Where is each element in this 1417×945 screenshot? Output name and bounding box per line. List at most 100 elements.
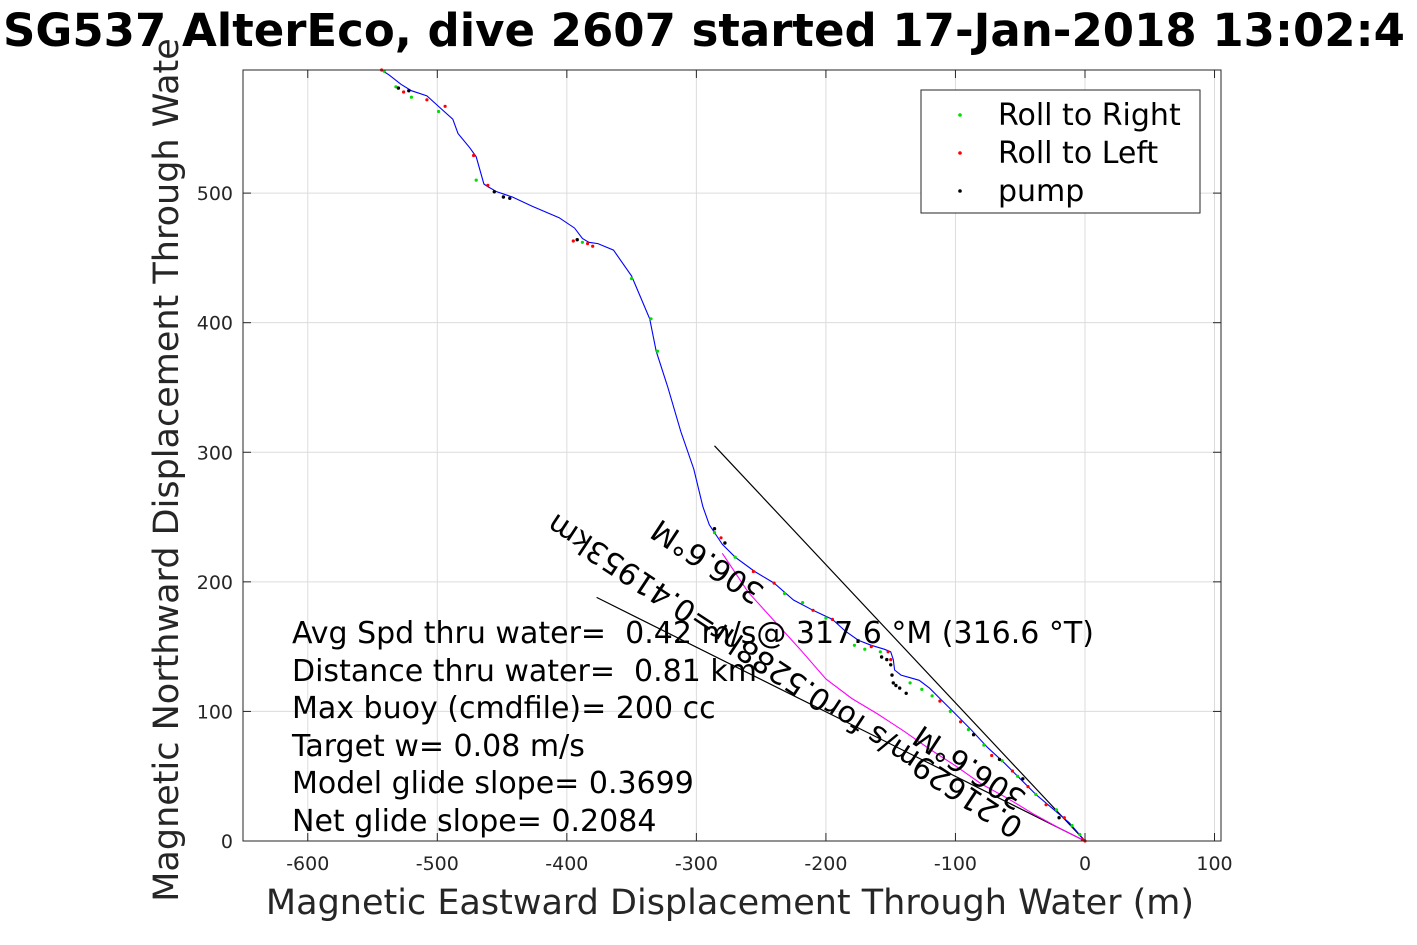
cone-layer: [596, 445, 1086, 842]
chart-title: SG537 AlterEco, dive 2607 started 17-Jan…: [3, 4, 1405, 57]
marker-roll-right: [966, 728, 971, 732]
marker-pump: [712, 527, 717, 531]
marker-pump: [723, 541, 727, 545]
marker-roll-left: [889, 658, 893, 662]
y-tick-label: 100: [197, 701, 233, 723]
x-tick-label: -200: [804, 853, 847, 875]
marker-pump: [997, 757, 1002, 762]
marker-roll-left: [586, 242, 590, 246]
marker-roll-right: [580, 240, 585, 244]
stats-block: Avg Spd thru water= 0.42 m/s@ 317.6 °M (…: [291, 616, 1094, 839]
marker-roll-right: [1016, 774, 1020, 778]
stat-model-glide-slope: Model glide slope= 0.3699: [292, 766, 694, 801]
marker-roll-left: [830, 617, 835, 622]
marker-roll-right: [394, 85, 398, 89]
marker-roll-left: [886, 650, 890, 654]
marker-roll-right: [733, 555, 737, 559]
marker-roll-left: [443, 104, 447, 108]
marker-roll-right: [982, 743, 986, 747]
marker-roll-left: [1044, 803, 1048, 807]
marker-roll-right: [630, 277, 634, 281]
marker-roll-left: [959, 720, 963, 724]
marker-roll-right: [782, 591, 787, 596]
marker-roll-right: [1070, 823, 1074, 828]
marker-roll-left: [591, 244, 595, 248]
marker-roll-right: [801, 601, 805, 605]
marker-roll-right: [1034, 792, 1038, 797]
series-layer: [381, 69, 1086, 842]
x-tick-label: -600: [286, 853, 329, 875]
legend: Roll to Right Roll to Left pump: [920, 89, 1201, 214]
legend-box: [920, 89, 1201, 214]
x-axis-label: Magnetic Eastward Displacement Through W…: [266, 883, 1194, 923]
y-tick-label: 500: [197, 183, 233, 205]
y-tick-label: 0: [221, 831, 233, 853]
marker-roll-left: [472, 153, 476, 158]
marker-roll-right: [878, 650, 882, 654]
marker-pump: [407, 89, 411, 93]
marker-roll-left: [402, 90, 406, 94]
series-line-dive: [721, 552, 1086, 842]
marker-roll-right: [1054, 808, 1059, 812]
stat-avg-speed: Avg Spd thru water= 0.42 m/s@ 317.6 °M (…: [292, 616, 1094, 651]
marker-roll-right: [712, 531, 717, 535]
y-axis-label: Magnetic Northward Displacement Through …: [147, 38, 187, 902]
legend-label-roll-left: Roll to Left: [998, 136, 1158, 171]
marker-roll-right: [948, 709, 952, 714]
marker-roll-left: [751, 569, 756, 574]
marker-roll-left: [1010, 769, 1015, 773]
marker-pump: [971, 733, 976, 737]
marker-roll-left: [486, 183, 490, 187]
x-tick-label: 0: [1079, 853, 1091, 875]
marker-roll-right: [655, 349, 660, 353]
marker-pump: [396, 86, 401, 90]
marker-layer: [380, 68, 1087, 843]
marker-roll-left: [938, 699, 942, 703]
plot-area-frame: [242, 69, 1222, 842]
marker-roll-right: [824, 616, 828, 620]
x-tick-label: -500: [416, 853, 459, 875]
x-tick-label: -400: [545, 853, 588, 875]
marker-pump: [885, 657, 889, 662]
marker-pump: [904, 691, 908, 695]
marker-roll-right: [852, 643, 857, 647]
marker-roll-left: [869, 645, 873, 649]
marker-roll-right: [863, 647, 867, 651]
marker-pump: [891, 681, 895, 685]
marker-roll-right: [474, 178, 478, 182]
marker-pump: [879, 655, 884, 659]
marker-roll-right: [930, 694, 934, 698]
legend-marker-pump: [958, 189, 962, 193]
marker-pump: [501, 195, 506, 199]
y-tick-label: 300: [197, 442, 233, 464]
marker-roll-right: [920, 687, 924, 692]
x-tick-label: -300: [675, 853, 718, 875]
x-tick-label: -100: [934, 853, 977, 875]
stat-net-glide-slope: Net glide slope= 0.2084: [292, 804, 656, 839]
marker-pump: [1021, 777, 1025, 781]
marker-pump: [1057, 816, 1061, 820]
marker-roll-right: [908, 681, 912, 685]
marker-roll-left: [425, 98, 429, 102]
marker-roll-left: [571, 239, 575, 243]
marker-roll-right: [1078, 832, 1082, 837]
marker-roll-left: [811, 608, 815, 612]
marker-roll-right: [649, 317, 653, 321]
legend-label-pump: pump: [998, 174, 1084, 209]
marker-roll-left: [1062, 816, 1066, 820]
marker-pump: [575, 238, 579, 242]
marker-roll-left: [990, 753, 994, 758]
marker-pump: [492, 190, 496, 194]
series-line-track: [381, 69, 1086, 842]
legend-label-roll-right: Roll to Right: [998, 98, 1181, 133]
stat-distance: Distance thru water= 0.81 km: [292, 654, 757, 689]
legend-marker-roll-left: [958, 151, 962, 155]
tick-layer: -600 -500 -400 -300 -200 -100 0 100 0 100 200 300 40…: [197, 70, 1233, 875]
marker-pump: [894, 683, 898, 688]
stat-target-w: Target w= 0.08 m/s: [291, 729, 585, 764]
stat-max-buoy: Max buoy (cmdfile)= 200 cc: [292, 691, 716, 726]
legend-marker-roll-right: [958, 113, 962, 117]
series-line-cone-lower: [596, 596, 1086, 842]
marker-pump: [898, 686, 902, 690]
